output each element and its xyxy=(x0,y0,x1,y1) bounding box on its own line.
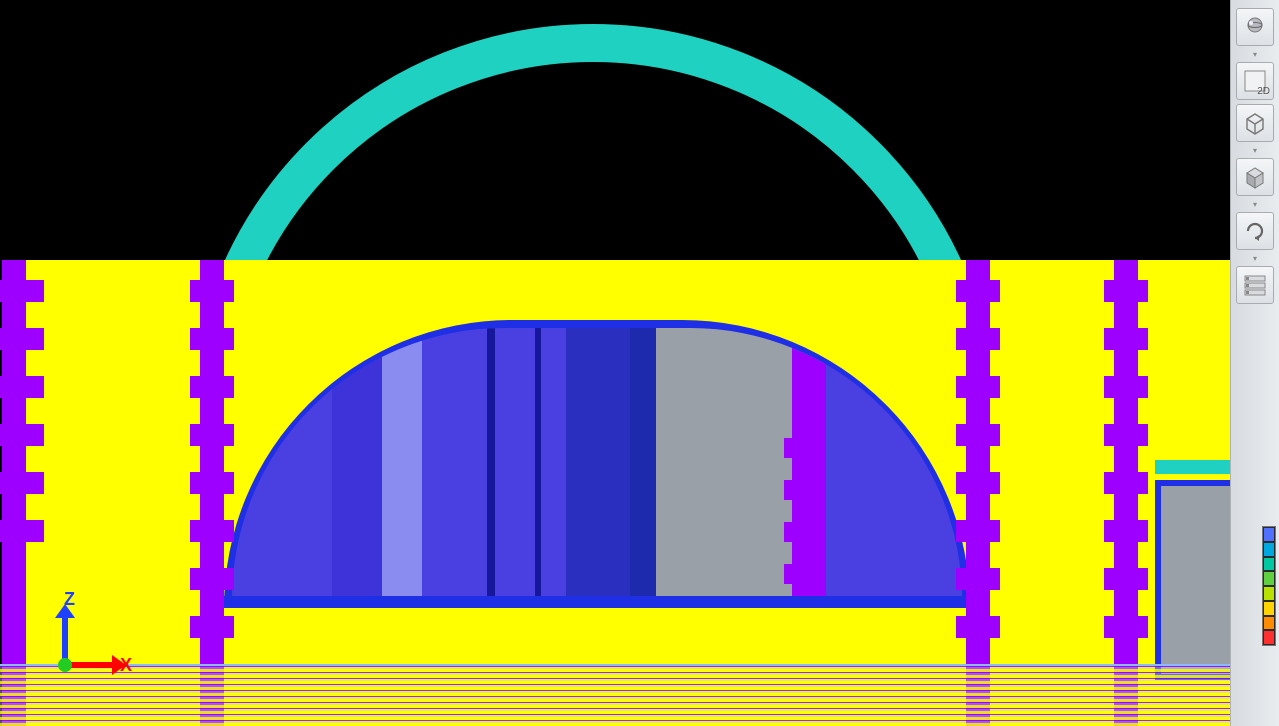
vault-base-line xyxy=(224,596,970,606)
x-axis-label: X xyxy=(120,655,132,676)
vault-interior xyxy=(232,328,962,600)
structural-column xyxy=(0,260,44,726)
rotate-icon xyxy=(1241,217,1269,245)
vault-panel xyxy=(495,328,535,600)
vault-panel xyxy=(541,328,566,600)
structural-column xyxy=(190,260,234,726)
rotate-button[interactable] xyxy=(1236,212,1274,250)
z-axis-label: Z xyxy=(64,589,75,610)
wireframe-box-button[interactable] xyxy=(1236,104,1274,142)
properties-icon xyxy=(1241,271,1269,299)
cad-viewport: Z X 2D xyxy=(0,0,1279,726)
performance-gauge xyxy=(1262,526,1276,646)
right-block xyxy=(1155,480,1230,680)
vault-panel xyxy=(826,328,962,600)
shaded-box-button[interactable] xyxy=(1236,158,1274,196)
ground-region xyxy=(0,260,1230,726)
view-2d-button[interactable]: 2D xyxy=(1236,62,1274,100)
structural-column xyxy=(1104,260,1148,726)
isometric-shaded-icon xyxy=(1241,163,1269,191)
view-toolbar: 2D xyxy=(1230,0,1279,726)
ucs-origin xyxy=(58,658,72,672)
model-canvas[interactable]: Z X xyxy=(0,0,1230,726)
properties-button[interactable] xyxy=(1236,266,1274,304)
vault-panel xyxy=(487,328,495,600)
vault-panel xyxy=(422,328,492,600)
x-axis-arrow xyxy=(70,662,114,668)
view-2d-label: 2D xyxy=(1257,86,1270,97)
vault-panel xyxy=(232,328,332,600)
z-axis-arrow xyxy=(62,616,68,660)
structural-column xyxy=(956,260,1000,726)
ucs-gizmo[interactable]: Z X xyxy=(58,602,128,672)
right-strip xyxy=(1155,460,1230,474)
orbit-button[interactable] xyxy=(1236,8,1274,46)
reflection-region xyxy=(0,666,1230,726)
vault-panel xyxy=(382,328,422,600)
vault-panel xyxy=(332,328,382,600)
orbit-icon xyxy=(1241,13,1269,41)
isometric-wire-icon xyxy=(1241,109,1269,137)
